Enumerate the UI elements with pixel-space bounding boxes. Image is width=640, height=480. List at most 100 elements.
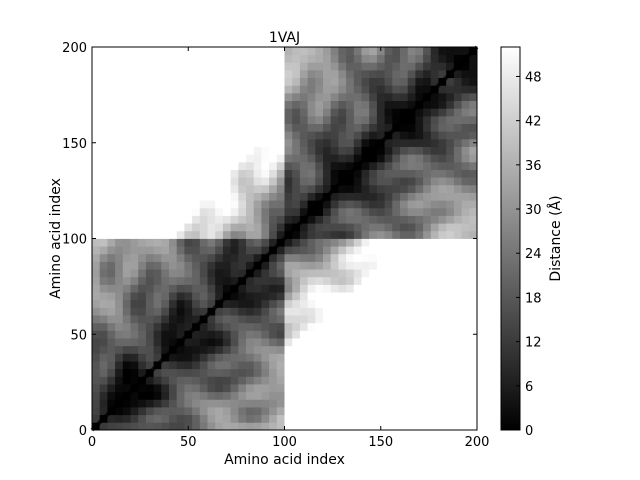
heatmap-cell	[376, 345, 385, 354]
heatmap-cell	[423, 376, 432, 385]
heatmap-cell	[253, 269, 262, 278]
heatmap-cell	[384, 154, 393, 163]
heatmap-cell	[469, 391, 478, 400]
heatmap-cell	[338, 184, 347, 193]
heatmap-cell	[269, 85, 278, 94]
heatmap-cell	[361, 223, 370, 232]
heatmap-cell	[284, 69, 293, 79]
heatmap-cell	[292, 422, 301, 431]
heatmap-cell	[145, 391, 154, 400]
heatmap-cell	[145, 353, 154, 362]
heatmap-cell	[246, 315, 255, 324]
heatmap-cell	[284, 200, 293, 209]
heatmap-cell	[246, 322, 255, 331]
heatmap-cell	[253, 353, 262, 362]
heatmap-cell	[215, 361, 224, 370]
heatmap-cell	[469, 384, 478, 393]
heatmap-cell	[107, 169, 116, 178]
heatmap-cell	[461, 345, 470, 354]
heatmap-cell	[145, 315, 154, 324]
heatmap-cell	[307, 292, 316, 301]
heatmap-cell	[192, 284, 201, 293]
heatmap-cell	[461, 253, 470, 262]
heatmap-cell	[115, 138, 124, 147]
heatmap-cell	[307, 253, 316, 262]
heatmap-cell	[453, 361, 462, 370]
heatmap-cell	[346, 161, 355, 170]
heatmap-cell	[361, 315, 370, 324]
heatmap-cell	[215, 246, 224, 255]
heatmap-cell	[153, 407, 162, 416]
heatmap-cell	[130, 108, 139, 117]
heatmap-cell	[153, 353, 162, 362]
heatmap-cell	[207, 376, 216, 385]
heatmap-cell	[353, 361, 362, 370]
heatmap-cell	[369, 215, 378, 224]
heatmap-cell	[176, 146, 185, 155]
heatmap-cell	[415, 223, 424, 232]
heatmap-cell	[415, 85, 424, 94]
heatmap-cell	[284, 422, 293, 431]
heatmap-cell	[253, 108, 262, 117]
y-tick-label: 50	[70, 328, 87, 343]
heatmap-cell	[299, 345, 308, 354]
heatmap-cell	[323, 361, 332, 370]
heatmap-cell	[284, 138, 293, 147]
heatmap-cell	[99, 322, 108, 331]
heatmap-cell	[338, 154, 347, 163]
heatmap-cell	[423, 138, 432, 147]
heatmap-cell	[469, 361, 478, 370]
heatmap-cell	[292, 399, 301, 408]
heatmap-cell	[153, 69, 162, 79]
heatmap-cell	[92, 69, 101, 79]
heatmap-cell	[230, 154, 239, 163]
heatmap-cell	[153, 115, 162, 124]
heatmap-cell	[207, 353, 216, 362]
heatmap-cell	[215, 368, 224, 377]
heatmap-cell	[130, 85, 139, 94]
heatmap-cell	[400, 238, 409, 247]
heatmap-cell	[207, 154, 216, 163]
heatmap-cell	[107, 353, 116, 362]
heatmap-cell	[400, 276, 409, 285]
heatmap-cell	[92, 322, 101, 331]
heatmap-cell	[207, 422, 216, 431]
heatmap-cell	[407, 315, 416, 324]
heatmap-cell	[315, 47, 324, 56]
heatmap-cell	[353, 292, 362, 301]
heatmap-cell	[415, 414, 424, 423]
heatmap-cell	[461, 338, 470, 347]
heatmap-cell	[230, 69, 239, 79]
heatmap-cell	[222, 376, 231, 385]
heatmap-cell	[207, 391, 216, 400]
heatmap-cell	[176, 69, 185, 79]
heatmap-cell	[246, 123, 255, 132]
heatmap-cell	[184, 177, 193, 186]
heatmap-cell	[138, 299, 147, 308]
heatmap-cell	[415, 391, 424, 400]
heatmap-cell	[207, 338, 216, 347]
heatmap-cell	[161, 47, 170, 56]
heatmap-cell	[122, 85, 131, 94]
heatmap-cell	[307, 108, 316, 117]
heatmap-cell	[346, 345, 355, 354]
heatmap-cell	[361, 330, 370, 339]
heatmap-cell	[145, 261, 154, 270]
heatmap-cell	[153, 299, 162, 308]
heatmap-cell	[130, 292, 139, 301]
heatmap-cell	[307, 62, 316, 71]
heatmap-cell	[330, 200, 339, 209]
heatmap-cell	[161, 192, 170, 201]
heatmap-cell	[400, 253, 409, 262]
heatmap-cell	[145, 299, 154, 308]
heatmap-cell	[161, 131, 170, 140]
heatmap-cell	[353, 207, 362, 216]
heatmap-cell	[330, 169, 339, 178]
heatmap-cell	[192, 108, 201, 117]
heatmap-cell	[361, 253, 370, 262]
heatmap-cell	[169, 169, 178, 178]
heatmap-cell	[392, 69, 401, 79]
heatmap-cell	[284, 146, 293, 155]
heatmap-cell	[92, 261, 101, 270]
